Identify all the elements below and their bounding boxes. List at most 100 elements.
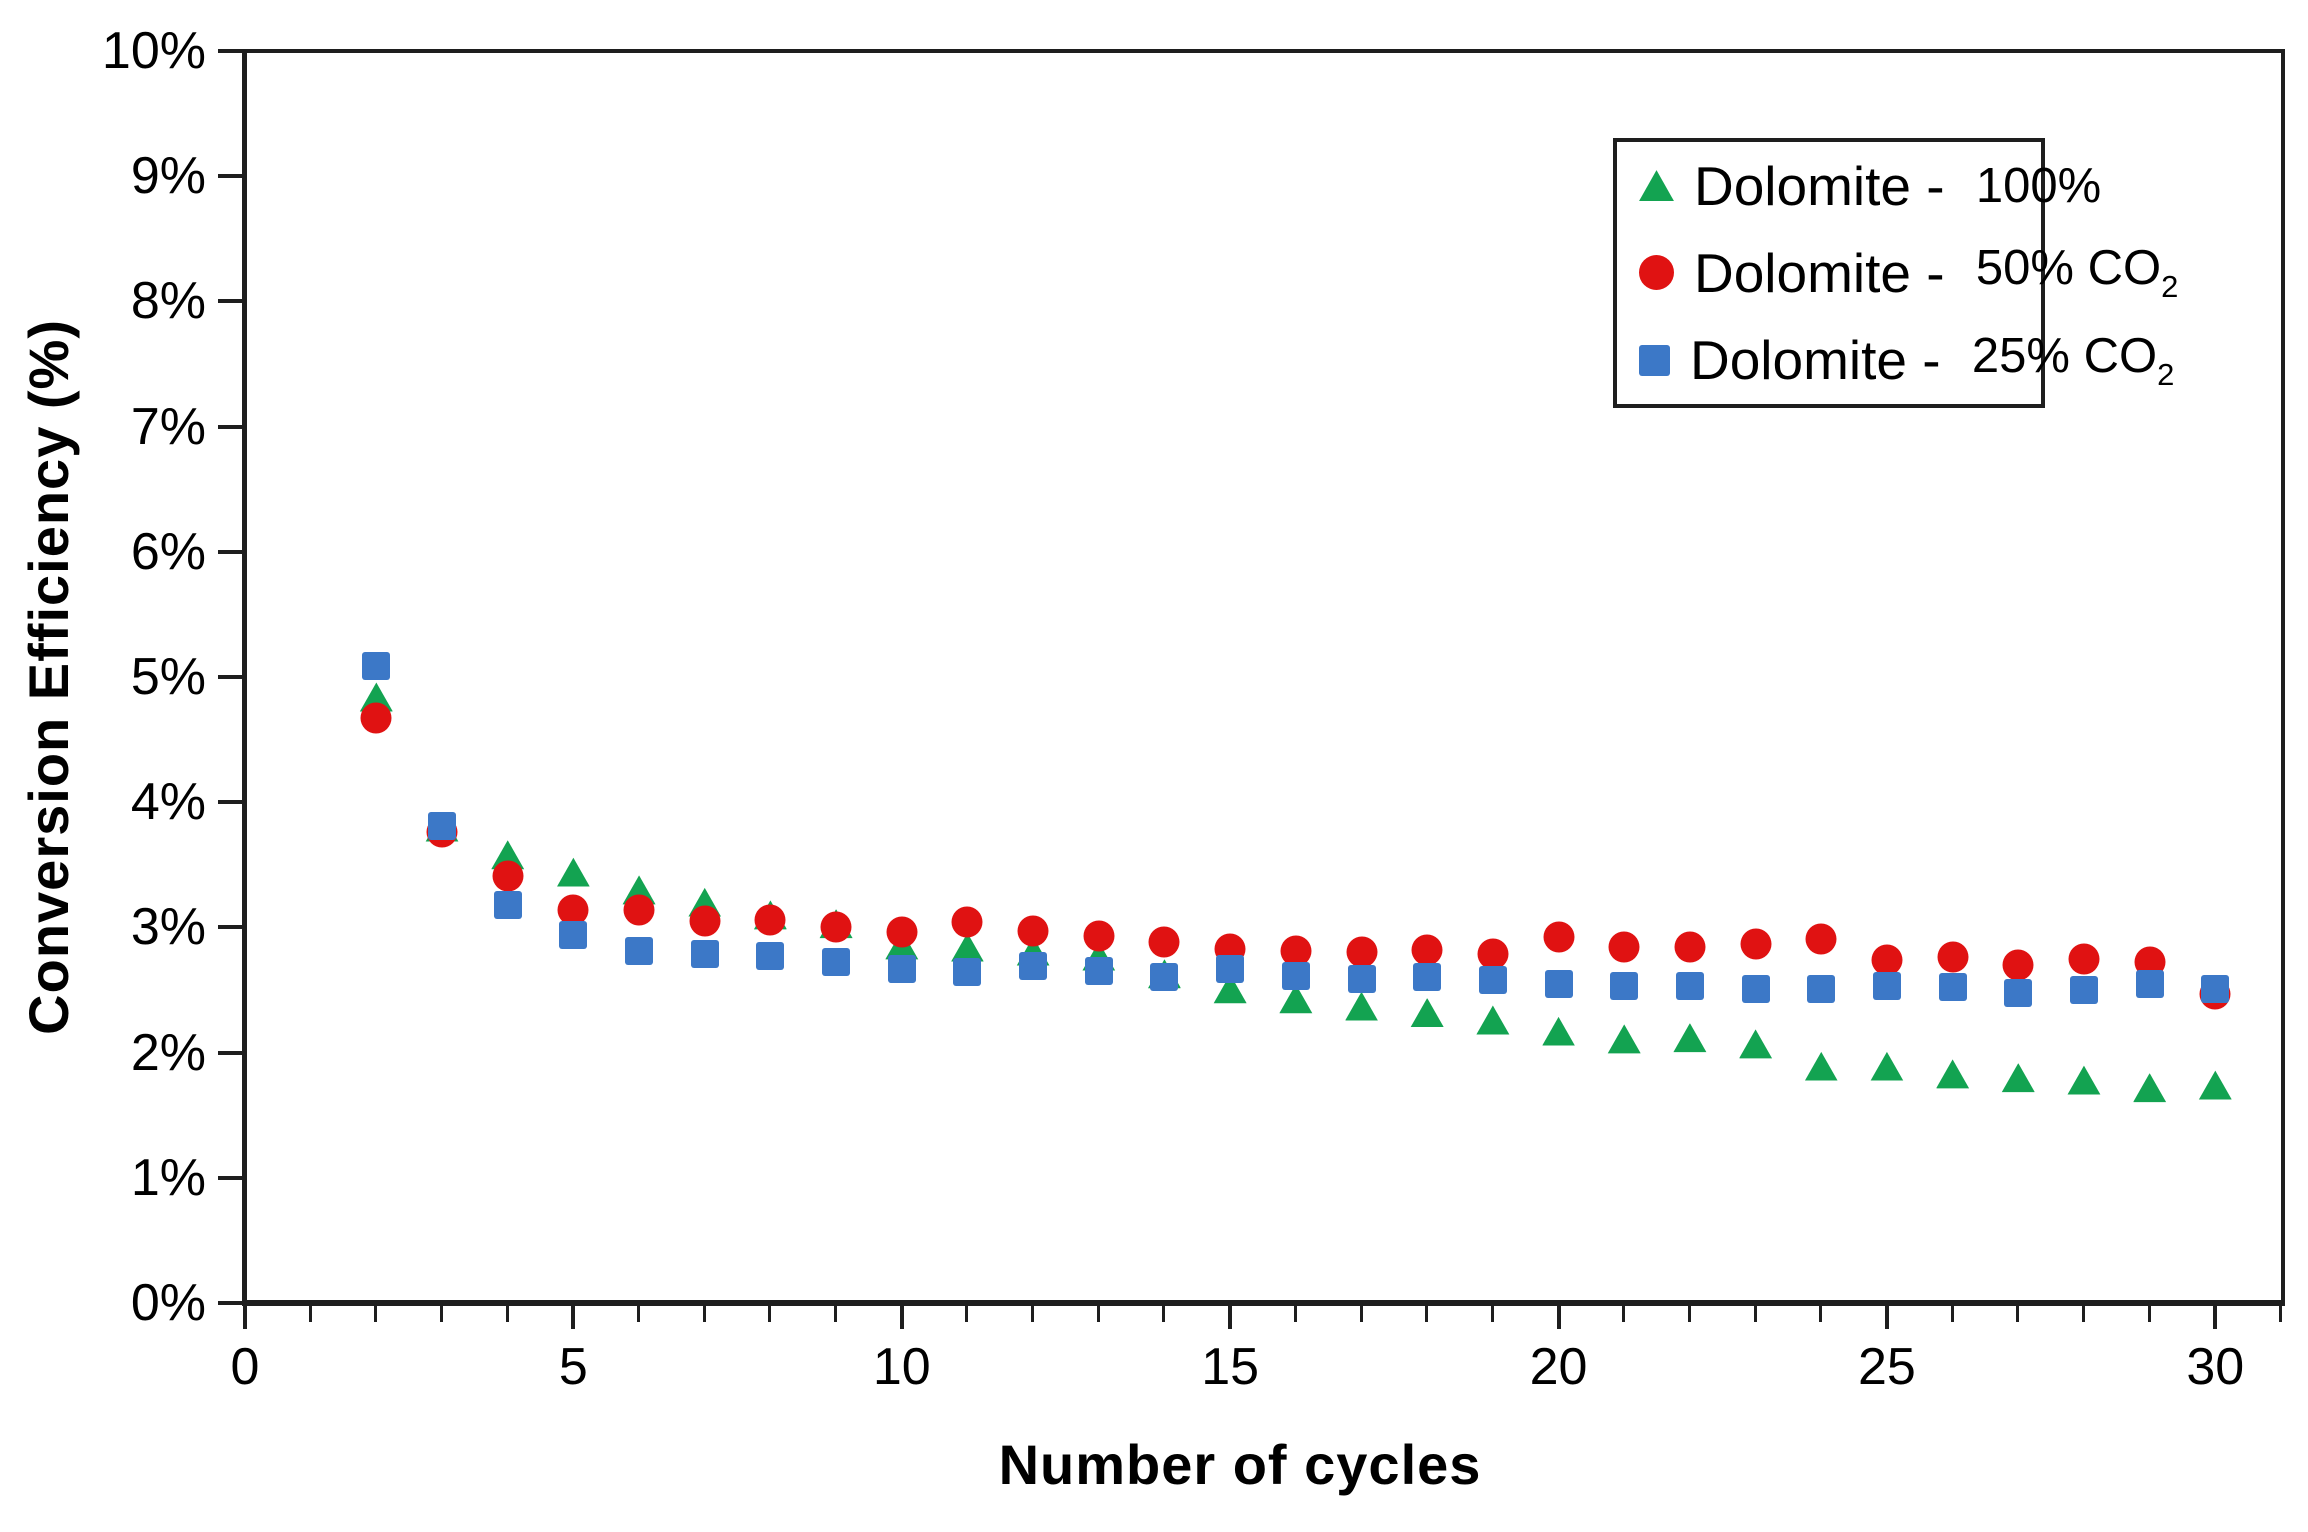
- data-point-marker: [1216, 954, 1245, 983]
- data-point-marker: [756, 942, 785, 971]
- x-tick: [1819, 1306, 1823, 1322]
- y-tick-label: 5%: [130, 648, 206, 706]
- data-point-marker: [1805, 923, 1837, 955]
- x-tick: [1293, 1306, 1297, 1322]
- x-tick-label: 30: [2186, 1338, 2245, 1396]
- y-axis-line: [242, 49, 247, 1306]
- data-point-marker: [1150, 963, 1179, 992]
- legend-label-value: 25% CO2: [1971, 328, 2175, 392]
- data-point-marker: [1280, 935, 1312, 967]
- x-tick-label: 20: [1529, 1338, 1588, 1396]
- data-point-marker: [1410, 998, 1444, 1028]
- data-point-marker: [1413, 963, 1442, 992]
- legend-row: Dolomite - 50% CO2: [1617, 229, 2178, 316]
- x-axis-line: [242, 1300, 2285, 1306]
- x-tick: [834, 1306, 838, 1322]
- y-tick: [218, 1301, 242, 1305]
- data-point-marker: [2201, 974, 2230, 1003]
- data-point-marker: [1872, 972, 1901, 1001]
- y-tick-label: 10%: [101, 22, 206, 80]
- x-tick: [2081, 1306, 2085, 1322]
- data-point-marker: [1084, 957, 1113, 986]
- data-point-marker: [1739, 1029, 1773, 1059]
- x-tick: [2213, 1306, 2218, 1329]
- data-point-marker: [362, 651, 391, 680]
- legend-box: Dolomite - 100% Dolomite - 50% CO2 Dolomit…: [1613, 138, 2178, 408]
- y-tick: [218, 800, 242, 805]
- square-legend-marker-icon: [1639, 344, 1670, 376]
- data-point-marker: [1346, 936, 1378, 968]
- legend-label-subscript: 2: [2157, 356, 2175, 392]
- data-point-marker: [493, 890, 522, 919]
- data-point-marker: [1019, 952, 1048, 981]
- data-point-marker: [2198, 1070, 2232, 1100]
- y-tick: [218, 549, 242, 554]
- data-point-marker: [951, 906, 983, 938]
- x-tick: [965, 1306, 969, 1322]
- data-point-marker: [623, 894, 655, 926]
- x-tick: [1031, 1306, 1035, 1322]
- data-point-marker: [886, 916, 918, 948]
- data-point-marker: [1478, 965, 1507, 994]
- data-point-marker: [1281, 962, 1310, 991]
- x-tick: [1884, 1306, 1889, 1329]
- x-tick: [1359, 1306, 1363, 1322]
- data-point-marker: [822, 948, 851, 977]
- data-point-marker: [2133, 1073, 2167, 1103]
- legend-label-value: 100%: [1975, 158, 2102, 213]
- x-tick-label: 15: [1201, 1338, 1260, 1396]
- data-point-marker: [1675, 972, 1704, 1001]
- x-tick: [243, 1306, 247, 1329]
- x-tick: [1228, 1306, 1233, 1329]
- data-point-marker: [2135, 969, 2164, 998]
- y-tick-label: 9%: [130, 147, 206, 206]
- data-point-marker: [2067, 1065, 2101, 1095]
- data-point-marker: [1937, 941, 1969, 973]
- data-point-marker: [625, 937, 654, 966]
- data-point-marker: [1017, 915, 1049, 947]
- x-tick: [374, 1306, 378, 1322]
- data-point-marker: [557, 894, 589, 926]
- data-point-marker: [492, 860, 524, 892]
- x-tick: [1490, 1306, 1494, 1322]
- x-tick-label: 10: [872, 1338, 931, 1396]
- y-tick-label: 3%: [130, 898, 206, 957]
- data-point-marker: [820, 911, 852, 943]
- y-tick-label: 8%: [130, 272, 206, 331]
- x-tick: [1096, 1306, 1100, 1322]
- x-tick: [1162, 1306, 1166, 1322]
- data-point-marker: [887, 954, 916, 983]
- x-tick: [637, 1306, 641, 1322]
- legend-label-prefix: Dolomite -: [1690, 329, 1956, 392]
- x-tick: [1556, 1306, 1561, 1329]
- data-point-marker: [428, 811, 457, 840]
- data-point-marker: [1804, 1051, 1838, 1081]
- data-point-marker: [1938, 973, 1967, 1002]
- data-point-marker: [1807, 974, 1836, 1003]
- data-point-marker: [1936, 1059, 1970, 1089]
- data-point-marker: [1411, 934, 1443, 966]
- plot-border-right: [2281, 49, 2285, 1306]
- data-point-marker: [1083, 920, 1115, 952]
- plot-border-top: [242, 49, 2285, 53]
- data-point-marker: [953, 958, 982, 987]
- y-tick: [218, 424, 242, 429]
- data-point-marker: [1870, 1051, 1904, 1081]
- data-point-marker: [1871, 944, 1903, 976]
- x-tick: [1622, 1306, 1626, 1322]
- legend-label-prefix: Dolomite -: [1694, 154, 1960, 217]
- data-point-marker: [1148, 926, 1180, 958]
- y-tick: [218, 1175, 242, 1180]
- x-tick-label: 5: [558, 1338, 588, 1396]
- data-point-marker: [1543, 921, 1575, 953]
- x-tick-label: 0: [230, 1338, 260, 1396]
- data-point-marker: [2069, 976, 2098, 1004]
- data-point-marker: [2001, 1063, 2035, 1093]
- y-tick: [218, 49, 242, 53]
- legend-label-prefix: Dolomite -: [1694, 241, 1960, 304]
- x-tick: [2279, 1306, 2282, 1322]
- y-tick-label: 1%: [130, 1148, 206, 1207]
- legend-label-value: 50% CO2: [1975, 241, 2179, 305]
- data-point-marker: [1741, 974, 1770, 1003]
- data-point-marker: [1347, 964, 1376, 993]
